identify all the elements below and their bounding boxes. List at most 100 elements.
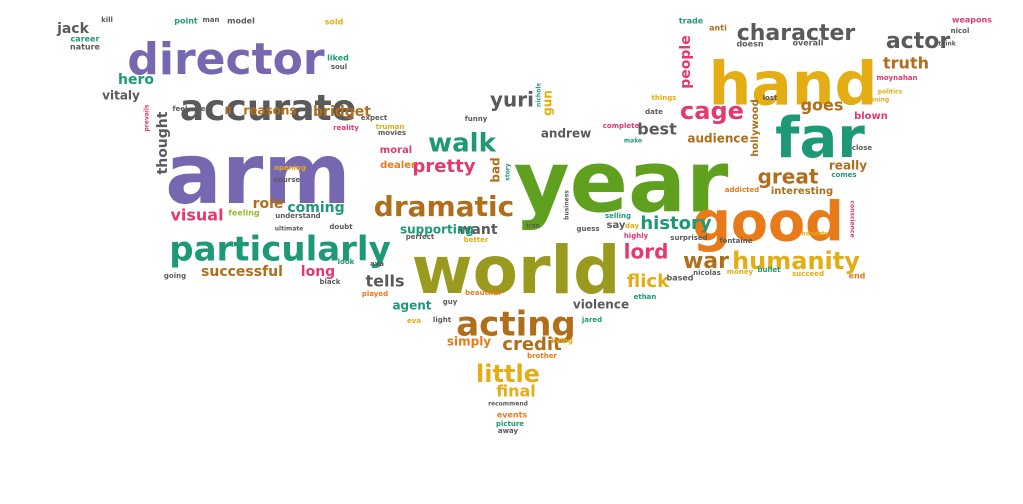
word-iran: iran: [526, 223, 539, 230]
word-bad: bad: [489, 157, 503, 182]
word-politics: politics: [878, 89, 903, 96]
word-course: course: [274, 176, 301, 184]
word-feeling: feeling: [228, 209, 260, 218]
word-history: history: [640, 213, 712, 234]
word-look: look: [338, 258, 355, 266]
word-hero: hero: [118, 72, 154, 88]
word-violence: violence: [573, 298, 629, 312]
word-jack: jack: [56, 21, 90, 37]
word-weapons: weapons: [952, 16, 992, 25]
word-long: long: [301, 264, 335, 280]
word-model: model: [227, 17, 255, 26]
word-year: year: [514, 132, 729, 232]
word-truman: truman: [376, 123, 405, 131]
word-anti: anti: [709, 24, 727, 33]
word-living: living: [551, 337, 573, 345]
word-goes: goes: [801, 96, 844, 115]
word-events: events: [497, 411, 528, 420]
word-story: story: [505, 163, 512, 181]
word-better: better: [464, 236, 489, 244]
word-conscience: conscience: [849, 200, 856, 237]
word-man: man: [202, 16, 219, 24]
word-business: business: [564, 190, 571, 220]
word-day: day: [625, 222, 640, 230]
word-funny: funny: [465, 115, 488, 123]
word-comes: comes: [831, 171, 856, 179]
word-truth: truth: [883, 54, 929, 73]
word-end: end: [849, 272, 866, 281]
word-arm: arm: [165, 125, 351, 223]
word-lord: lord: [624, 240, 669, 264]
word-credit: credit: [502, 334, 562, 355]
word-hollywood: hollywood: [750, 99, 761, 157]
word-moral: moral: [380, 145, 412, 156]
word-far: far: [775, 106, 865, 171]
word-dramatic: dramatic: [374, 190, 514, 223]
word-thought: thought: [155, 111, 171, 174]
word-best: best: [637, 120, 677, 139]
word-tells: tells: [366, 272, 405, 291]
word-selling: selling: [605, 212, 631, 220]
word-money: money: [727, 268, 754, 276]
word-going: going: [164, 272, 186, 280]
word-sold: sold: [325, 18, 344, 27]
word-guess: guess: [576, 225, 599, 233]
word-people: people: [678, 35, 694, 88]
word-lost: lost: [763, 94, 778, 102]
word-feel: feel: [173, 105, 188, 113]
word-trade: trade: [679, 17, 704, 26]
word-ll: ll: [225, 106, 232, 117]
word-ethan: ethan: [634, 293, 657, 301]
word-acting: acting: [456, 305, 576, 345]
word-liked: liked: [327, 54, 349, 63]
word-moynahan: moynahan: [876, 74, 917, 82]
word-career: career: [71, 35, 100, 44]
word-soul: soul: [331, 63, 347, 71]
word-real: real: [197, 105, 212, 113]
word-character: character: [737, 21, 856, 46]
word-nicol: nicol: [951, 27, 970, 35]
word-pretty: pretty: [413, 156, 476, 177]
word-flick: flick: [627, 271, 670, 292]
word-supporting: supporting: [400, 223, 474, 237]
word-little: little: [476, 360, 540, 388]
word-reality: reality: [333, 124, 359, 132]
word-reasons: reasons: [243, 104, 296, 118]
word-particularly: particularly: [169, 230, 391, 270]
word-visual: visual: [170, 206, 223, 225]
word-guy: guy: [443, 298, 458, 306]
word-great: great: [758, 165, 819, 189]
word-beautiful: beautiful: [465, 289, 501, 297]
word-kill: kill: [101, 16, 113, 24]
word-ultimate: ultimate: [275, 226, 304, 233]
word-jared: jared: [581, 316, 602, 324]
word-nicolas: nicolas: [693, 269, 721, 277]
word-role: role: [253, 196, 284, 212]
word-agent: agent: [392, 299, 431, 313]
word-final: final: [496, 382, 536, 401]
word-point: point: [174, 17, 198, 26]
word-doubt: doubt: [329, 223, 353, 231]
word-brother: brother: [527, 352, 557, 360]
word-eva: eva: [407, 317, 421, 325]
word-things: things: [652, 94, 677, 102]
word-overall: overall: [793, 39, 824, 48]
word-blown: blown: [854, 111, 888, 122]
word-nichols: nichols: [536, 83, 543, 107]
word-world: world: [412, 232, 621, 309]
word-played: played: [362, 290, 388, 298]
word-gun: gun: [541, 90, 555, 116]
word-movies: movies: [378, 129, 406, 137]
word-yuri: yuri: [490, 88, 534, 112]
word-think: think: [938, 41, 956, 48]
word-make: make: [624, 138, 642, 145]
word-running: running: [863, 97, 889, 104]
word-accurate: accurate: [180, 88, 356, 129]
word-say: say: [607, 220, 626, 231]
word-humanity: humanity: [732, 247, 860, 275]
word-close: close: [852, 144, 873, 152]
word-honesty: honesty: [801, 231, 828, 238]
word-successful: successful: [201, 264, 283, 280]
